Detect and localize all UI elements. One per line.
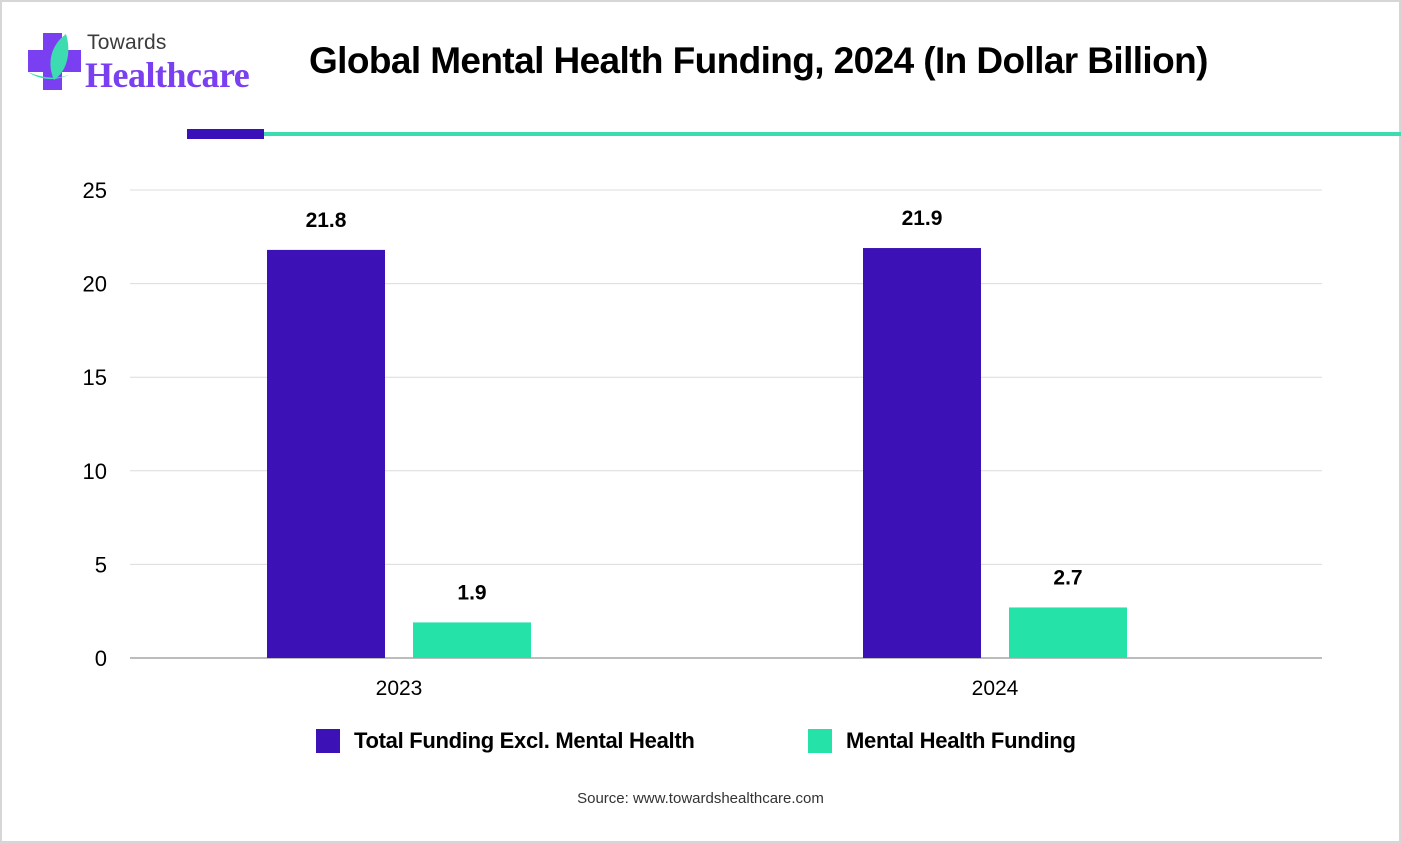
header-divider-purple (187, 129, 264, 139)
chart-title: Global Mental Health Funding, 2024 (In D… (309, 40, 1208, 81)
data-label: 2.7 (1053, 566, 1082, 589)
bar-mental-health-funding (413, 622, 531, 658)
y-tick-label: 5 (95, 552, 107, 577)
data-label: 21.9 (902, 207, 943, 230)
legend: Total Funding Excl. Mental Health Mental… (0, 728, 1401, 758)
data-label: 1.9 (457, 581, 486, 604)
bar-mental-health-funding (1009, 607, 1127, 658)
source-note: Source: www.towardshealthcare.com (577, 790, 824, 807)
y-axis-ticks: 0 5 10 15 20 25 (83, 178, 107, 671)
y-tick-label: 10 (83, 459, 107, 484)
bar-total-funding (267, 249, 385, 659)
logo: Towards Healthcare (26, 30, 266, 100)
legend-label: Mental Health Funding (846, 728, 1076, 753)
header-divider-teal (264, 132, 1401, 136)
legend-label: Total Funding Excl. Mental Health (354, 728, 695, 753)
logo-text-towards: Towards (87, 31, 167, 54)
y-tick-label: 20 (83, 272, 107, 297)
bars (267, 248, 1127, 659)
x-tick-label: 2023 (376, 677, 423, 700)
y-tick-label: 15 (83, 365, 107, 390)
bar-total-funding (863, 248, 981, 659)
legend-item-mental-health-funding: Mental Health Funding (808, 728, 1076, 754)
legend-item-total-funding: Total Funding Excl. Mental Health (316, 728, 695, 754)
y-tick-label: 25 (83, 178, 107, 203)
x-tick-label: 2024 (972, 677, 1019, 700)
data-labels: 21.8 1.9 21.9 2.7 (306, 207, 1083, 604)
logo-text-healthcare: Healthcare (85, 55, 250, 95)
legend-swatch-total-funding (316, 729, 340, 753)
legend-swatch-mental-health-funding (808, 729, 832, 753)
y-tick-label: 0 (95, 646, 107, 671)
x-axis-ticks: 2023 2024 (376, 677, 1019, 700)
medical-cross-leaf-icon (28, 33, 81, 90)
data-label: 21.8 (306, 209, 347, 232)
